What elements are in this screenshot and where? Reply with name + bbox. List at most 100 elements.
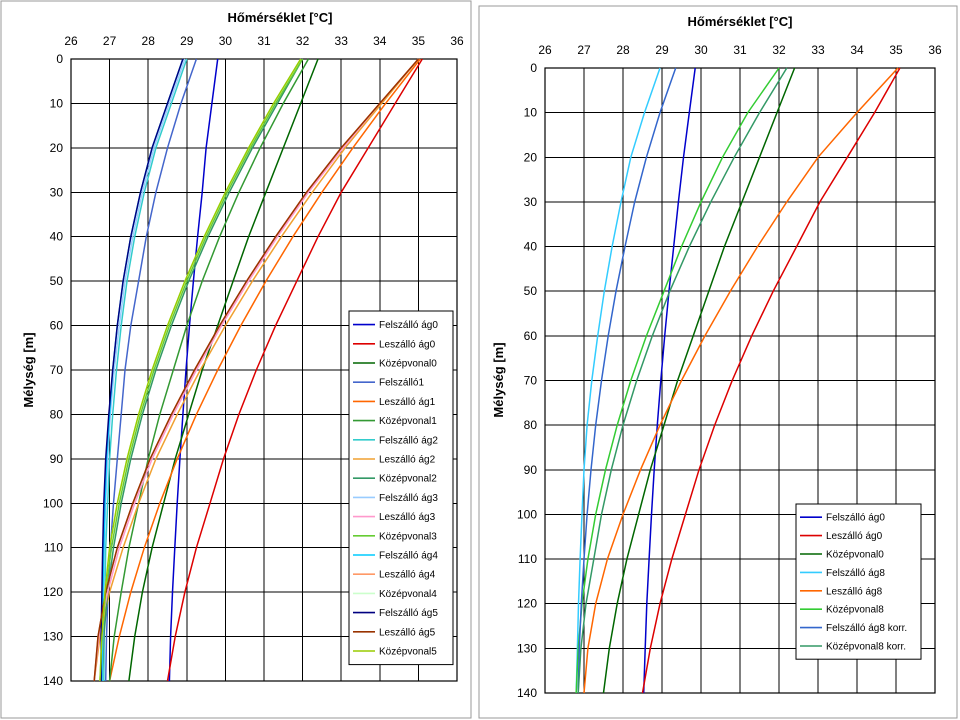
legend-box bbox=[795, 503, 922, 660]
chart-panel-right: Hőmérséklet [°C] Mélység [m] 26 27 28 29 30 3… bbox=[478, 5, 958, 719]
chart-panel-left: Hőmérséklet [°C] Mélység [m] 26 27 28 29 30 3… bbox=[0, 0, 472, 719]
y-tick-label: 130 bbox=[517, 641, 537, 655]
series-line bbox=[93, 58, 419, 682]
y-tick-label: 30 bbox=[50, 185, 64, 199]
y-tick-label: 30 bbox=[524, 195, 538, 209]
legend-box bbox=[348, 310, 454, 666]
legend-label: Felszálló ág3 bbox=[379, 493, 438, 504]
legend-label: Leszálló ág3 bbox=[379, 512, 436, 523]
y-tick-label: 60 bbox=[50, 319, 64, 333]
legend-label: Leszálló ág1 bbox=[379, 397, 436, 408]
x-tick-labels: 26 27 28 29 30 31 32 33 34 35 36 bbox=[64, 34, 464, 48]
legend-label: Felszálló ág8 bbox=[826, 568, 885, 579]
x-tick-label: 34 bbox=[373, 34, 387, 48]
y-tick-label: 0 bbox=[56, 52, 63, 66]
legend-label: Középvonal8 korr. bbox=[826, 642, 906, 653]
y-tick-label: 120 bbox=[43, 585, 63, 599]
legend-label: Középvonal4 bbox=[379, 589, 437, 600]
legend-label: Leszálló ág0 bbox=[826, 531, 883, 542]
series-line bbox=[583, 67, 899, 694]
x-axis-title: Hőmérséklet [°C] bbox=[228, 10, 333, 25]
series-line bbox=[577, 67, 677, 694]
y-axis-title: Mélység [m] bbox=[21, 332, 36, 407]
y-tick-label: 90 bbox=[50, 452, 64, 466]
x-tick-label: 36 bbox=[450, 34, 464, 48]
x-tick-labels: 26 27 28 29 30 31 32 33 34 35 36 bbox=[538, 43, 942, 57]
series-line bbox=[103, 58, 188, 682]
y-tick-label: 20 bbox=[524, 150, 538, 164]
x-tick-label: 31 bbox=[733, 43, 747, 57]
y-tick-label: 110 bbox=[518, 552, 537, 566]
y-axis-title: Mélység [m] bbox=[491, 342, 506, 417]
y-tick-label: 90 bbox=[524, 463, 538, 477]
legend-label: Leszálló ág4 bbox=[379, 570, 436, 581]
x-axis-title: Hőmérséklet [°C] bbox=[688, 14, 793, 29]
legend-label: Felszálló ág2 bbox=[379, 435, 438, 446]
series-line bbox=[128, 58, 319, 682]
x-tick-label: 28 bbox=[142, 34, 156, 48]
series-line bbox=[93, 58, 419, 682]
x-tick-label: 34 bbox=[850, 43, 864, 57]
y-tick-label: 60 bbox=[524, 329, 538, 343]
x-tick-label: 33 bbox=[335, 34, 349, 48]
series-line bbox=[93, 58, 419, 682]
legend-label: Középvonal8 bbox=[826, 605, 884, 616]
legend-label: Felszálló ág0 bbox=[826, 513, 885, 524]
x-tick-label: 26 bbox=[538, 43, 552, 57]
x-tick-label: 33 bbox=[811, 43, 825, 57]
y-tick-label: 140 bbox=[43, 674, 63, 688]
y-tick-labels: 0 10 20 30 40 50 60 70 80 90 100 110 120 130 140 bbox=[43, 52, 63, 688]
x-tick-label: 27 bbox=[577, 43, 591, 57]
legend-label: Felszálló ág0 bbox=[379, 320, 438, 331]
series-line bbox=[642, 67, 696, 694]
y-tick-label: 0 bbox=[530, 61, 537, 75]
series-line bbox=[99, 58, 302, 682]
y-tick-label: 40 bbox=[524, 240, 538, 254]
y-tick-label: 10 bbox=[50, 96, 64, 110]
series-line bbox=[166, 58, 423, 682]
legend: Felszálló ág0 Leszálló ág0 Középvonal0 Fels… bbox=[795, 503, 922, 660]
series-line bbox=[108, 58, 421, 682]
legend-label: Középvonal5 bbox=[379, 647, 437, 658]
y-tick-labels: 0 10 20 30 40 50 60 70 80 90 100 110 120 130 140 bbox=[517, 61, 537, 700]
series-line bbox=[108, 58, 310, 682]
legend-label: Középvonal2 bbox=[379, 474, 437, 485]
x-tick-label: 29 bbox=[180, 34, 194, 48]
y-tick-label: 120 bbox=[517, 597, 537, 611]
x-tick-label: 31 bbox=[257, 34, 271, 48]
legend-label: Középvonal0 bbox=[826, 550, 884, 561]
series-line bbox=[602, 67, 796, 694]
y-tick-label: 20 bbox=[50, 141, 64, 155]
y-tick-label: 10 bbox=[524, 106, 538, 120]
series-line bbox=[99, 58, 304, 682]
series-lines bbox=[575, 67, 901, 694]
legend-label: Felszálló ág5 bbox=[379, 608, 438, 619]
x-tick-label: 35 bbox=[889, 43, 903, 57]
y-tick-label: 70 bbox=[524, 374, 538, 388]
series-line bbox=[168, 58, 219, 682]
y-tick-label: 80 bbox=[50, 407, 64, 421]
series-line bbox=[100, 58, 184, 681]
legend-label: Felszálló ág8 korr. bbox=[826, 623, 907, 634]
x-tick-label: 27 bbox=[103, 34, 117, 48]
y-tick-label: 100 bbox=[43, 496, 63, 510]
legend: Felszálló ág0 Leszálló ág0 Középvonal0 Fels… bbox=[348, 310, 454, 666]
y-tick-label: 130 bbox=[43, 630, 63, 644]
y-tick-label: 100 bbox=[517, 507, 537, 521]
x-tick-label: 29 bbox=[655, 43, 669, 57]
x-tick-label: 26 bbox=[64, 34, 78, 48]
x-tick-label: 36 bbox=[928, 43, 942, 57]
legend-label: Középvonal0 bbox=[379, 359, 437, 370]
series-line bbox=[575, 67, 661, 694]
y-tick-label: 70 bbox=[50, 363, 64, 377]
y-tick-label: 50 bbox=[50, 274, 64, 288]
legend-label: Leszálló ág2 bbox=[379, 455, 436, 466]
legend-label: Felszálló ág4 bbox=[379, 551, 438, 562]
x-tick-label: 30 bbox=[219, 34, 233, 48]
y-tick-label: 50 bbox=[524, 284, 538, 298]
series-line bbox=[641, 67, 901, 694]
x-tick-label: 32 bbox=[296, 34, 310, 48]
series-line bbox=[577, 67, 788, 694]
x-tick-label: 32 bbox=[772, 43, 786, 57]
